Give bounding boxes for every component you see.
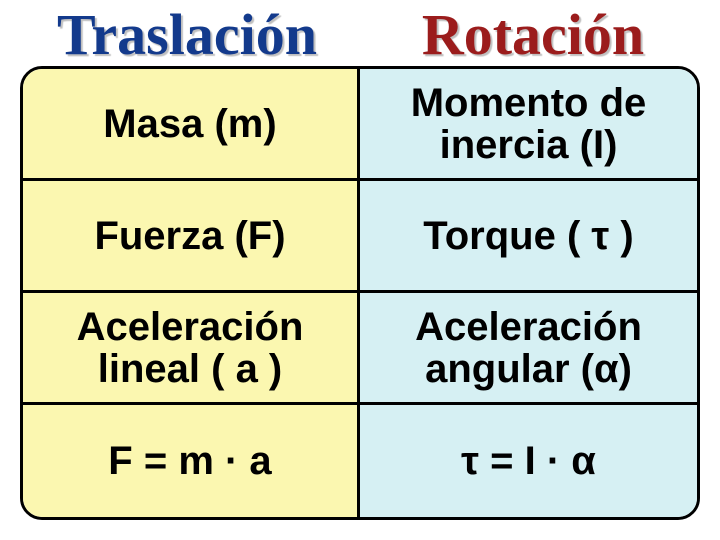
comparison-table: Masa (m) Momento de inercia (I) Fuerza (… bbox=[20, 66, 700, 520]
cell-newton2-linear: F = m · a bbox=[23, 405, 360, 517]
cell-force: Fuerza (F) bbox=[23, 181, 360, 293]
cell-moment-inertia: Momento de inercia (I) bbox=[360, 69, 697, 181]
cell-newton2-angular: τ = I · α bbox=[360, 405, 697, 517]
cell-angular-accel: Aceleración angular (α) bbox=[360, 293, 697, 405]
cell-torque: Torque ( τ ) bbox=[360, 181, 697, 293]
column-headers: Traslación Rotación bbox=[14, 6, 706, 64]
cell-mass: Masa (m) bbox=[23, 69, 360, 181]
cell-linear-accel: Aceleración lineal ( a ) bbox=[23, 293, 360, 405]
header-translation: Traslación bbox=[14, 6, 360, 64]
header-rotation: Rotación bbox=[360, 6, 706, 64]
